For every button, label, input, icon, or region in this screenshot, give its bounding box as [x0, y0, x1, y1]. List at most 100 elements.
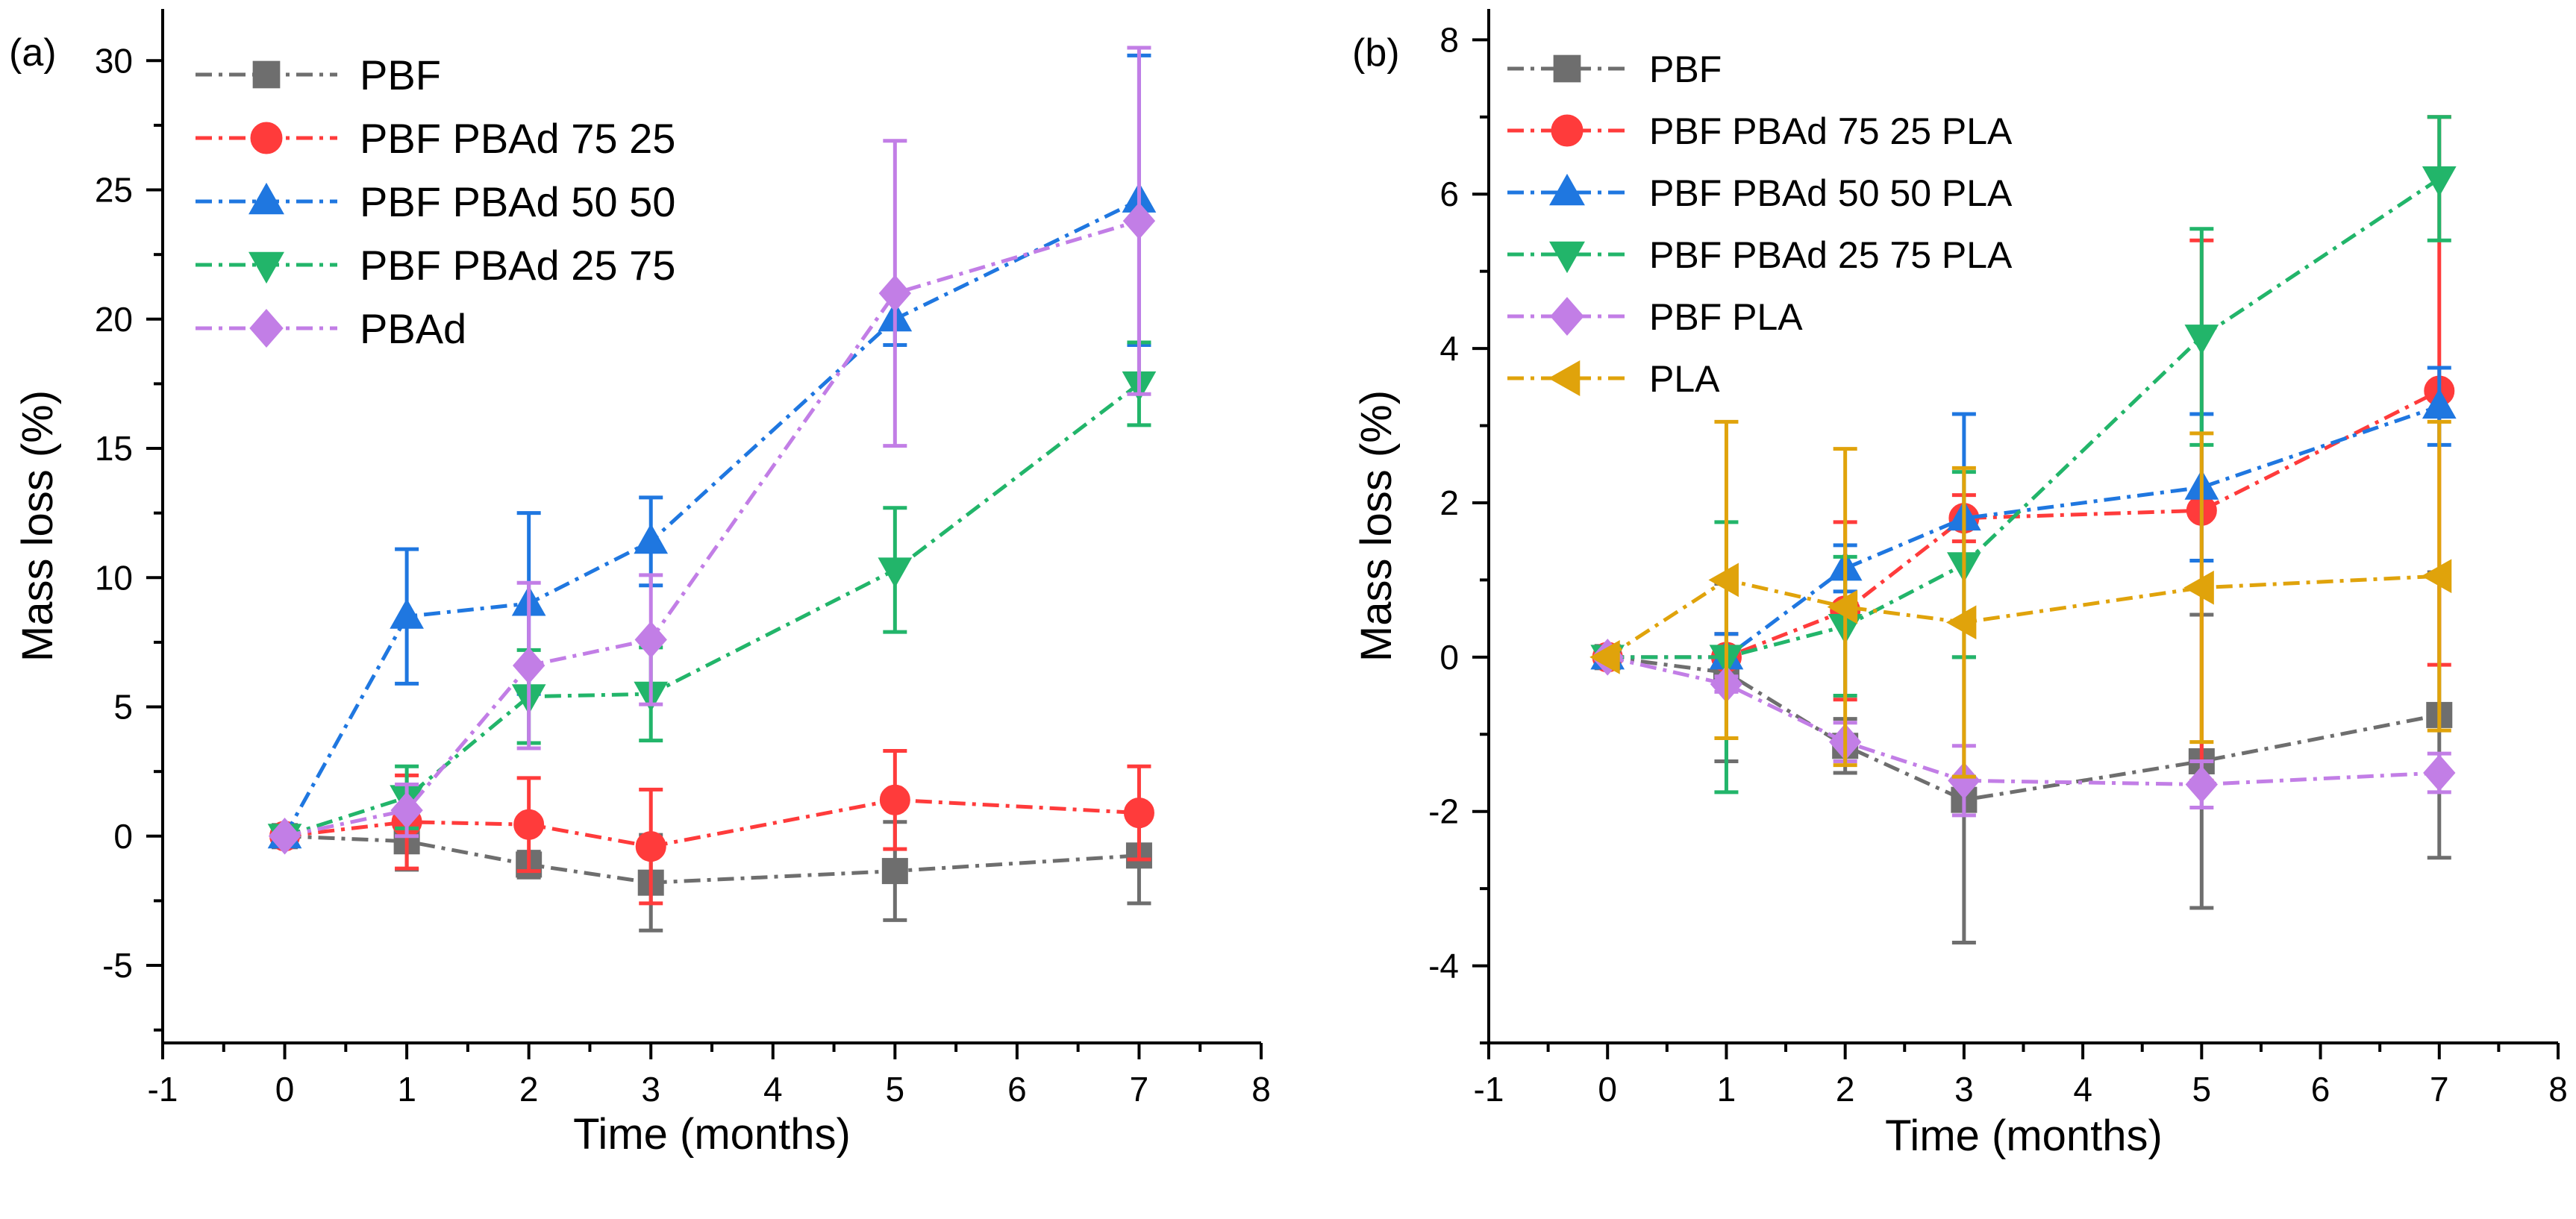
x-tick-label: 7	[1130, 1070, 1149, 1109]
legend-entry-pbf: PBF	[196, 51, 441, 98]
legend-label: PLA	[1649, 358, 1720, 400]
x-tick-label: 2	[1836, 1070, 1855, 1109]
x-tick-label: -1	[148, 1070, 178, 1109]
data-point	[390, 598, 424, 629]
y-tick-label: 15	[95, 429, 133, 468]
legend-label: PBF PBAd 25 75	[360, 242, 675, 289]
data-point	[1827, 589, 1858, 624]
x-tick-label: 5	[2192, 1070, 2212, 1109]
legend-entry-pbf-pbad-25-75: PBF PBAd 25 75	[196, 242, 675, 289]
x-axis-title: Time (months)	[573, 1110, 851, 1159]
legend-entry-pbf-pbad-50-50: PBF PBAd 50 50	[196, 178, 675, 225]
data-point	[1948, 762, 1981, 800]
series-line	[284, 797, 1139, 849]
data-point	[2183, 570, 2214, 605]
data-point	[2421, 559, 2452, 594]
x-tick-label: 5	[886, 1070, 905, 1109]
series-line	[1607, 404, 2440, 659]
legend-marker	[1550, 297, 1584, 336]
x-axis-title: Time (months)	[1885, 1112, 2163, 1160]
x-tick-label: 1	[1717, 1070, 1736, 1109]
legend-marker	[1548, 360, 1581, 396]
data-point	[1945, 605, 1977, 640]
panel-label: (b)	[1352, 31, 1400, 75]
legend-label: PBF	[360, 51, 441, 98]
legend-marker	[248, 182, 284, 215]
legend-marker	[249, 309, 284, 348]
y-tick-label: 2	[1439, 483, 1459, 522]
chart-panel-b: -1 0 1 2 3 4 5 6 7 8 -4 -2 0 2 4 6 8 Time (months) Mass lo…	[1352, 9, 2568, 1160]
legend-entry-pbad: PBF PLA	[1507, 296, 1803, 338]
legend-marker	[1549, 241, 1585, 274]
legend-marker	[248, 251, 284, 284]
y-axis-title: Mass loss (%)	[13, 390, 62, 662]
series-pla	[1589, 419, 2452, 779]
y-tick-label: 20	[95, 300, 133, 339]
data-point	[390, 792, 423, 829]
series-line	[284, 834, 1139, 885]
data-point	[2422, 166, 2457, 197]
data-point	[2184, 325, 2219, 355]
data-point	[878, 557, 913, 588]
series-line	[284, 382, 1140, 839]
y-tick-label: 4	[1439, 329, 1459, 368]
x-tick-label: 6	[1007, 1070, 1027, 1109]
data-point	[1123, 797, 1154, 829]
x-tick-label: 3	[1954, 1070, 1974, 1109]
y-tick-label: 0	[1439, 638, 1459, 677]
y-axis-title: Mass loss (%)	[1352, 390, 1401, 662]
legend-label: PBAd	[360, 305, 466, 352]
legend-entry-pbf-pbad-75-25: PBF PBAd 75 25	[196, 115, 675, 162]
series-pbf-pbad-50-50	[1590, 366, 2457, 683]
legend-entry-pbf: PBF	[1507, 48, 1722, 90]
data-point	[634, 621, 667, 659]
x-tick-label: 0	[1598, 1070, 1617, 1109]
legend-entry-pbad: PBAd	[196, 305, 466, 352]
data-point	[881, 858, 908, 885]
chart-panel-a: -1 0 1 2 3 4 5 6 7 8 -5 0 5 10 15 20 25 30 Time (months) Ma…	[9, 9, 1271, 1159]
data-point	[2422, 388, 2457, 419]
series-line	[1607, 177, 2441, 659]
legend-label: PBF PBAd 50 50 PLA	[1649, 172, 2013, 214]
panel-label: (a)	[9, 31, 57, 75]
data-point	[1122, 202, 1156, 239]
x-tick-label: 8	[1251, 1070, 1271, 1109]
x-tick-label: 8	[2548, 1070, 2568, 1109]
series-line	[283, 198, 1140, 838]
legend-entry-pla: PLA	[1507, 358, 1720, 400]
data-point	[513, 809, 545, 840]
data-point	[2423, 754, 2456, 792]
data-point	[2185, 765, 2218, 803]
legend-entry-pbf-pbad-75-25: PBF PBAd 75 25 PLA	[1507, 110, 2013, 152]
x-tick-label: 4	[2073, 1070, 2092, 1109]
legend-marker	[1549, 173, 1585, 206]
data-point	[1708, 563, 1739, 598]
x-tick-label: 0	[275, 1070, 295, 1109]
y-tick-label: 10	[95, 558, 133, 597]
x-tick-label: -1	[1474, 1070, 1504, 1109]
series-line	[1607, 389, 2440, 659]
series-line	[284, 219, 1140, 839]
legend-entry-pbf-pbad-50-50: PBF PBAd 50 50 PLA	[1507, 172, 2013, 214]
x-tick-label: 4	[763, 1070, 783, 1109]
x-tick-label: 7	[2430, 1070, 2449, 1109]
x-tick-label: 2	[519, 1070, 539, 1109]
legend-marker	[1551, 114, 1584, 147]
legend-label: PBF	[1649, 48, 1722, 90]
y-tick-label: -4	[1428, 947, 1459, 985]
data-point	[634, 523, 669, 554]
y-tick-label: 6	[1439, 175, 1459, 213]
y-tick-label: 8	[1439, 20, 1459, 59]
y-tick-label: 0	[113, 817, 133, 856]
series-pbf	[1594, 570, 2453, 945]
series-line	[1607, 655, 2439, 787]
legend-entry-pbf-pbad-25-75: PBF PBAd 25 75 PLA	[1507, 234, 2013, 276]
legend-marker	[1553, 54, 1581, 83]
data-point	[513, 647, 545, 684]
y-tick-label: 30	[95, 41, 133, 80]
legend-label: PBF PBAd 75 25	[360, 115, 675, 162]
series-pbad	[268, 46, 1156, 855]
legend-label: PBF PLA	[1649, 296, 1803, 338]
legend-label: PBF PBAd 25 75 PLA	[1649, 234, 2013, 276]
